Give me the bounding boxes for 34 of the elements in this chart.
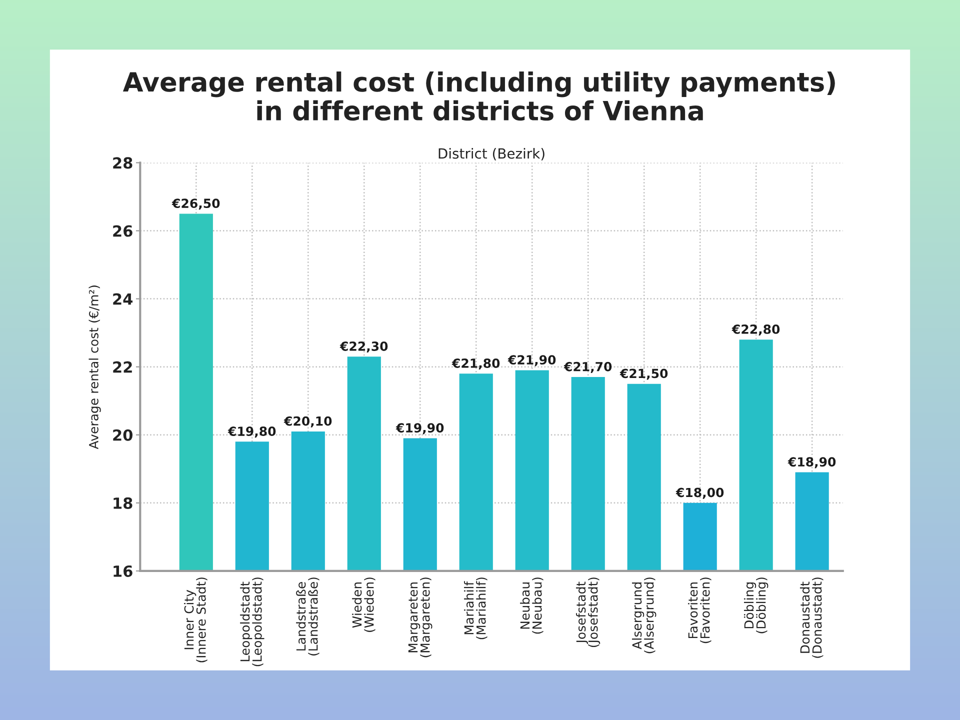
x-tick-label: Donaustadt (Donaustadt) (800, 578, 824, 658)
x-tick-label: Margareten (Margareten) (408, 578, 432, 658)
y-tick-label: 28 (113, 157, 132, 169)
chart-title: Average rental cost (including utility payments) in different districts of Vienna (122, 71, 835, 121)
y-tick-label: 20 (113, 429, 132, 441)
x-tick-label: Döbling (Döbling) (744, 578, 768, 634)
x-tick-label: Favoriten (Favoriten) (688, 578, 712, 644)
x-tick-label: Leopoldstadt (Leopoldstadt) (240, 578, 264, 666)
x-tick-label: Wieden (Wieden) (352, 578, 376, 632)
x-tick-label: Neubau (Neubau) (520, 578, 544, 634)
data-label: €18,00 (676, 488, 724, 499)
data-label: €21,80 (452, 358, 500, 370)
x-axis-title: District (Bezirk) (438, 148, 544, 160)
x-tick-label: Mariahilf (Mariahilf) (464, 578, 488, 640)
x-tick-label: Inner City (Innere Stadt) (184, 578, 208, 662)
y-tick-label: 16 (114, 565, 132, 577)
y-tick-label: 22 (113, 361, 132, 373)
data-label: €26,50 (172, 198, 220, 210)
data-label: €18,90 (788, 457, 836, 468)
x-tick-label: Josefstadt (Josefstadt) (576, 578, 600, 648)
y-tick-label: 26 (113, 225, 132, 237)
y-axis-title: Average rental cost (€/m²) (88, 286, 101, 450)
data-label: €21,70 (564, 362, 612, 373)
data-label: €21,50 (620, 368, 668, 380)
data-label: €22,30 (340, 341, 388, 353)
data-label: €19,80 (228, 426, 276, 438)
x-tick-label: Alsergrund (Alsergrund) (632, 578, 656, 654)
data-label: €20,10 (284, 416, 332, 428)
data-label: €21,90 (508, 355, 556, 366)
y-tick-label: 24 (113, 293, 133, 305)
y-tick-label: 18 (114, 497, 132, 509)
data-label: €22,80 (732, 324, 780, 336)
data-label: €19,90 (396, 423, 444, 434)
x-tick-label: Landstraße (Landstraße) (296, 578, 320, 656)
